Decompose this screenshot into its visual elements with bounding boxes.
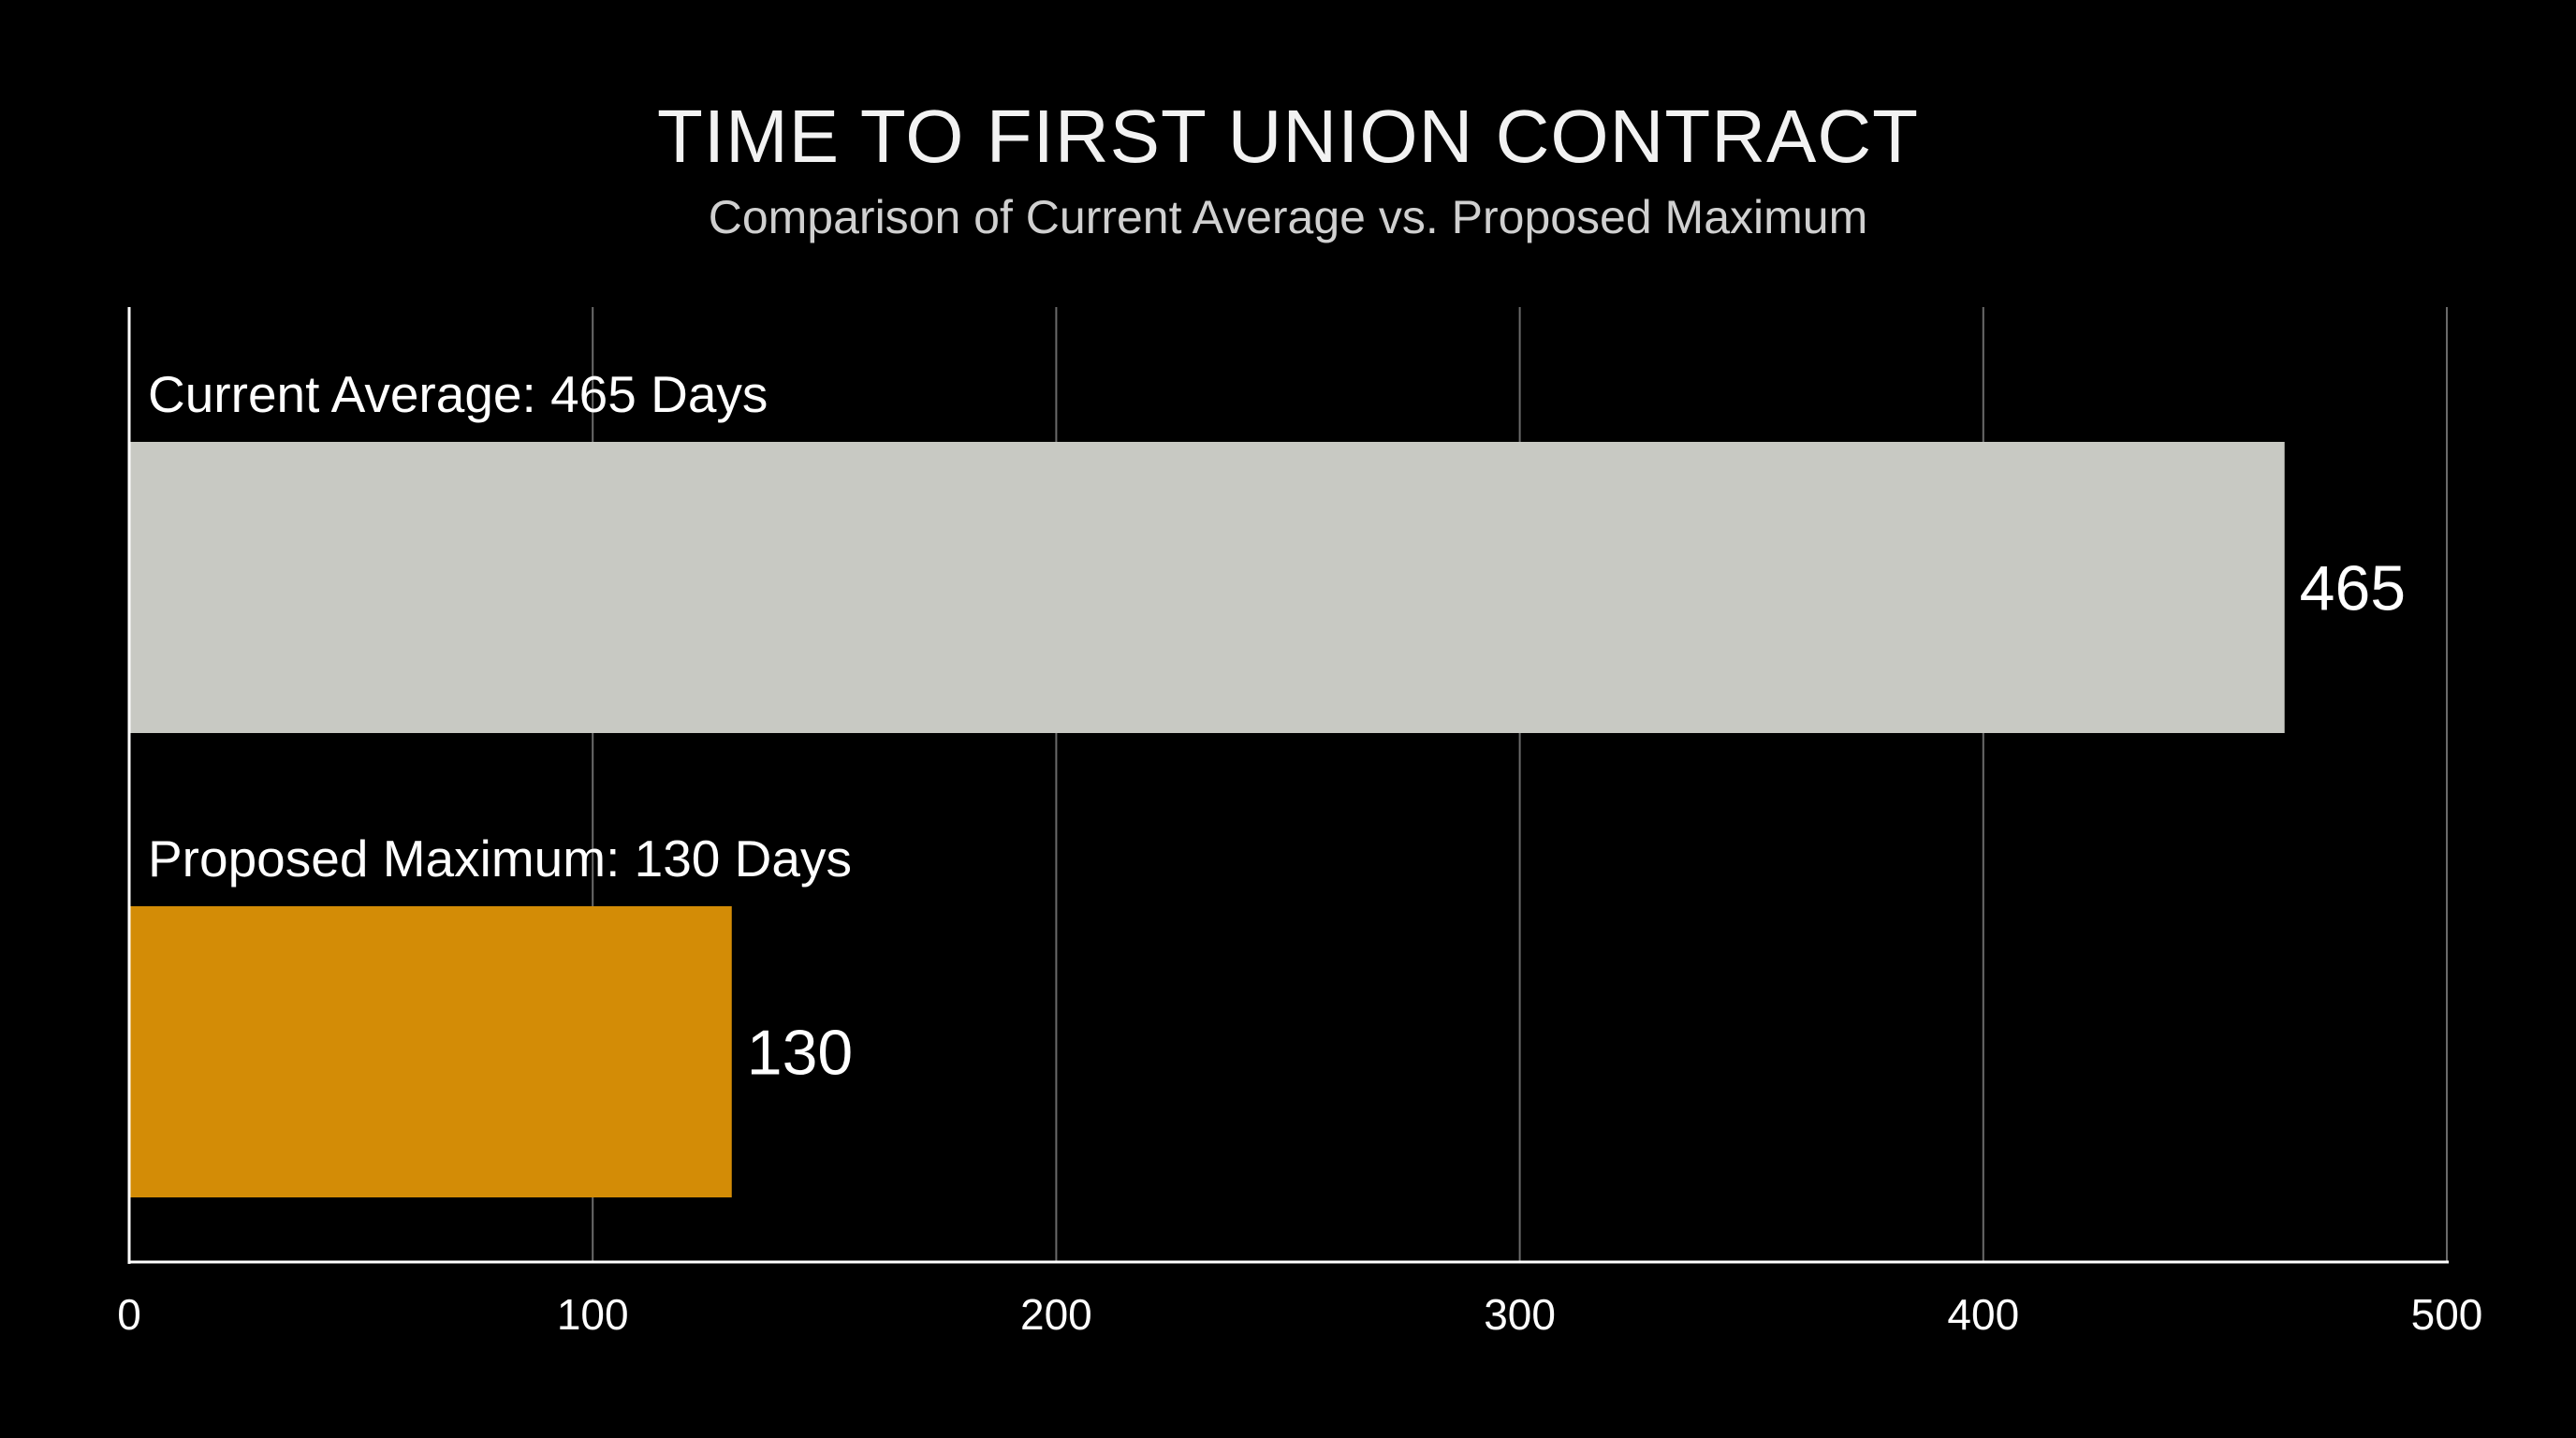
bar-category-label-0: Current Average: 465 Days: [148, 365, 768, 423]
bar-1: [129, 906, 732, 1197]
bar-value-label-0: 465: [2300, 553, 2406, 624]
x-tick-label-0: 0: [117, 1290, 141, 1339]
bars: [129, 442, 2285, 1197]
x-tick-label-400: 400: [1947, 1290, 2019, 1339]
labels: Current Average: 465 Days 465 Proposed Max…: [148, 365, 2406, 1089]
chart-subtitle: Comparison of Current Average vs. Propos…: [708, 191, 1868, 243]
bar-category-label-1: Proposed Maximum: 130 Days: [148, 829, 852, 888]
chart-title: TIME TO FIRST UNION CONTRACT: [656, 95, 1920, 178]
axes: 0 100 200 300 400 500: [117, 307, 2482, 1339]
x-tick-label-100: 100: [557, 1290, 629, 1339]
bar-value-label-1: 130: [747, 1018, 853, 1089]
x-tick-label-300: 300: [1484, 1290, 1556, 1339]
bar-0: [129, 442, 2285, 733]
x-tick-label-500: 500: [2411, 1290, 2483, 1339]
x-tick-label-200: 200: [1020, 1290, 1092, 1339]
